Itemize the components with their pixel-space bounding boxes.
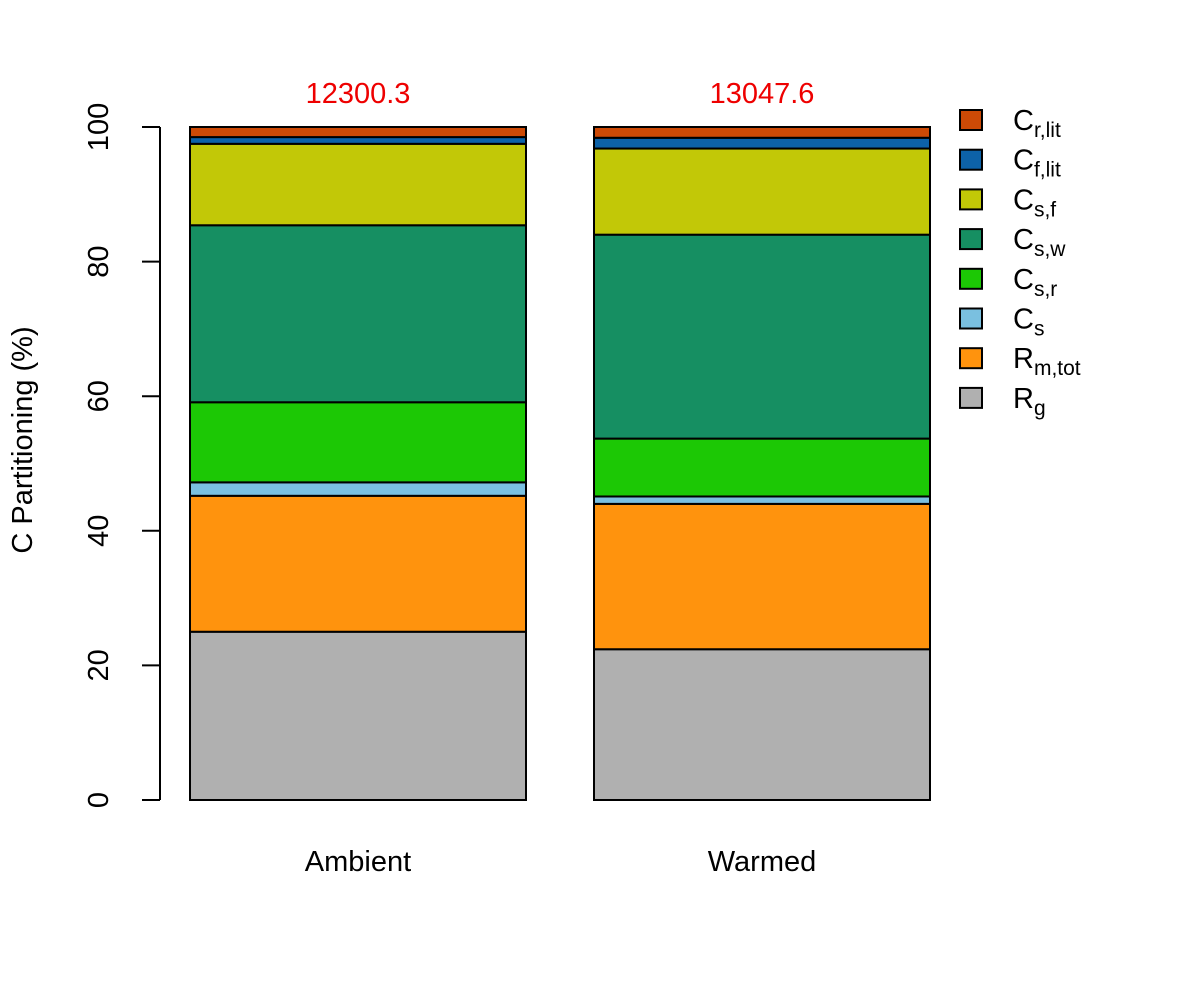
legend-swatch-csf bbox=[959, 188, 983, 211]
x-label-ambient: Ambient bbox=[305, 846, 411, 878]
legend-label-rg: Rg bbox=[1013, 383, 1046, 420]
y-tick-label-40: 40 bbox=[83, 515, 115, 547]
bar-segment-warmed-cs bbox=[593, 495, 931, 505]
legend-swatch-cflit bbox=[959, 148, 983, 171]
legend-label-csw: Cs,w bbox=[1013, 224, 1066, 261]
bar-totals: 12300.3 13047.6 bbox=[306, 78, 815, 110]
legend-item-cs: Cs bbox=[959, 304, 1044, 341]
legend-label-cflit: Cf,lit bbox=[1013, 145, 1061, 182]
legend-item-rmtot: Rm,tot bbox=[959, 343, 1081, 380]
bar-segment-ambient-csw bbox=[189, 224, 527, 404]
legend-label-csr: Cs,r bbox=[1013, 264, 1057, 301]
x-label-warmed: Warmed bbox=[708, 846, 817, 878]
legend-item-csw: Cs,w bbox=[959, 224, 1066, 261]
y-tick-label-20: 20 bbox=[83, 649, 115, 681]
bar-total-warmed: 13047.6 bbox=[710, 78, 815, 110]
x-axis-labels: Ambient Warmed bbox=[305, 846, 816, 878]
legend-swatch-csw bbox=[959, 228, 983, 251]
legend-swatch-rg bbox=[959, 386, 983, 409]
bar-total-ambient: 12300.3 bbox=[306, 78, 411, 110]
legend-label-crlit: Cr,lit bbox=[1013, 105, 1061, 142]
legend-swatch-rmtot bbox=[959, 347, 983, 370]
bar-segment-warmed-csr bbox=[593, 437, 931, 498]
legend-item-rg: Rg bbox=[959, 383, 1046, 420]
legend-item-cflit: Cf,lit bbox=[959, 145, 1061, 182]
legend-swatch-crlit bbox=[959, 109, 983, 131]
bar-segment-warmed-csw bbox=[593, 233, 931, 440]
bar-segment-ambient-csf bbox=[189, 142, 527, 227]
y-axis-label: C Partitioning (%) bbox=[7, 326, 39, 553]
y-tick-label-100: 100 bbox=[83, 103, 115, 151]
legend-item-csr: Cs,r bbox=[959, 264, 1057, 301]
legend-item-csf: Cs,f bbox=[959, 184, 1056, 221]
bar-segment-warmed-cflit bbox=[593, 136, 931, 150]
bar-segment-warmed-crlit bbox=[593, 126, 931, 139]
bar-segment-ambient-rg bbox=[189, 630, 527, 801]
bar-segment-warmed-csf bbox=[593, 147, 931, 236]
legend-label-rmtot: Rm,tot bbox=[1013, 343, 1081, 380]
bar-segment-ambient-rmtot bbox=[189, 494, 527, 633]
bar-ambient bbox=[189, 126, 527, 801]
bar-segment-ambient-crlit bbox=[189, 126, 527, 139]
legend-label-cs: Cs bbox=[1013, 304, 1044, 341]
bars-layer bbox=[189, 126, 931, 801]
legend-label-csf: Cs,f bbox=[1013, 184, 1056, 221]
y-axis: 0 20 40 60 80 100 bbox=[83, 103, 161, 808]
bar-segment-warmed-rg bbox=[593, 648, 931, 801]
y-tick-label-0: 0 bbox=[83, 792, 115, 808]
y-tick-label-80: 80 bbox=[83, 245, 115, 277]
bar-segment-ambient-csr bbox=[189, 401, 527, 484]
y-tick-label-60: 60 bbox=[83, 380, 115, 412]
bar-warmed bbox=[593, 126, 931, 801]
bar-segment-warmed-rmtot bbox=[593, 502, 931, 651]
legend-swatch-cs bbox=[959, 307, 983, 330]
bar-segment-ambient-cflit bbox=[189, 136, 527, 145]
legend-swatch-csr bbox=[959, 267, 983, 290]
bar-segment-ambient-cs bbox=[189, 481, 527, 497]
legend-item-crlit: Cr,lit bbox=[959, 105, 1061, 142]
